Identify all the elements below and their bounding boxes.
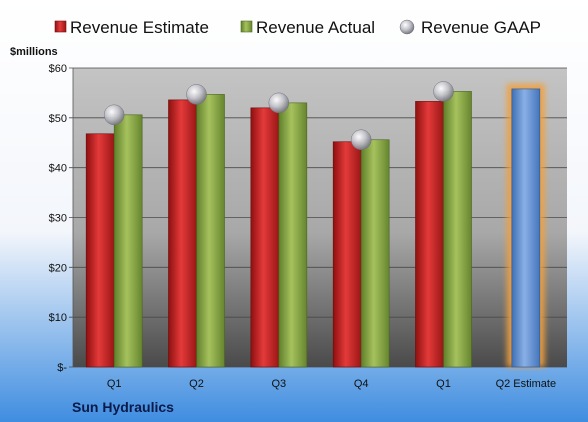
marker-revenue-gaap bbox=[268, 92, 290, 114]
y-axis-ticks: $- $10 $20 $30 $40 $50 $60 bbox=[49, 63, 68, 374]
y-tick-label: $30 bbox=[49, 213, 67, 225]
legend-swatch-green bbox=[240, 20, 253, 33]
x-axis-ticks: Q1 Q2 Q3 Q4 Q1 Q2 Estimate bbox=[107, 378, 556, 390]
legend-label-revenue-gaap: Revenue GAAP bbox=[421, 18, 541, 37]
bar-revenue-actual bbox=[196, 94, 225, 368]
bar-revenue-estimate bbox=[415, 101, 444, 368]
x-tick-label: Q1 bbox=[107, 378, 122, 390]
bar-revenue-estimate bbox=[168, 99, 197, 368]
legend-label-revenue-actual: Revenue Actual bbox=[256, 18, 375, 37]
legend-item-revenue-estimate: Revenue Estimate bbox=[54, 18, 209, 37]
y-tick-label: $- bbox=[57, 362, 67, 374]
bar-revenue-actual-estimate bbox=[511, 88, 541, 368]
y-tick-label: $10 bbox=[49, 312, 67, 324]
legend-label-revenue-estimate: Revenue Estimate bbox=[70, 18, 209, 37]
bar-revenue-estimate bbox=[250, 107, 280, 368]
gaap-markers bbox=[103, 81, 454, 151]
x-tick-label: Q3 bbox=[271, 378, 286, 390]
marker-revenue-gaap bbox=[103, 104, 125, 126]
legend-marker-gaap bbox=[399, 19, 415, 35]
y-tick-label: $20 bbox=[49, 262, 67, 274]
x-tick-label: Q2 bbox=[189, 378, 204, 390]
legend-swatch-red bbox=[54, 20, 67, 33]
bar-layer bbox=[85, 83, 545, 368]
marker-revenue-gaap bbox=[186, 84, 207, 105]
bar-revenue-actual bbox=[113, 114, 143, 368]
y-axis-unit-label: $millions bbox=[10, 46, 58, 58]
marker-revenue-gaap bbox=[350, 129, 372, 151]
bar-revenue-actual bbox=[443, 91, 472, 368]
y-tick-label: $60 bbox=[49, 63, 67, 75]
bar-revenue-actual bbox=[278, 102, 308, 368]
bar-revenue-estimate bbox=[332, 141, 362, 368]
grid-layer bbox=[69, 67, 567, 368]
y-tick-label: $40 bbox=[49, 163, 67, 175]
x-tick-label: Q4 bbox=[354, 378, 369, 390]
company-name: Sun Hydraulics bbox=[72, 399, 174, 415]
legend: Revenue Estimate Revenue Actual Revenue … bbox=[54, 18, 541, 37]
y-tick-label: $50 bbox=[49, 113, 67, 125]
bar-revenue-actual bbox=[360, 139, 390, 368]
x-tick-label: Q1 bbox=[436, 378, 451, 390]
x-tick-label: Q2 Estimate bbox=[496, 378, 557, 390]
legend-item-revenue-gaap: Revenue GAAP bbox=[399, 18, 541, 37]
marker-revenue-gaap bbox=[433, 81, 454, 102]
legend-item-revenue-actual: Revenue Actual bbox=[240, 18, 375, 37]
bar-revenue-estimate bbox=[85, 133, 115, 368]
